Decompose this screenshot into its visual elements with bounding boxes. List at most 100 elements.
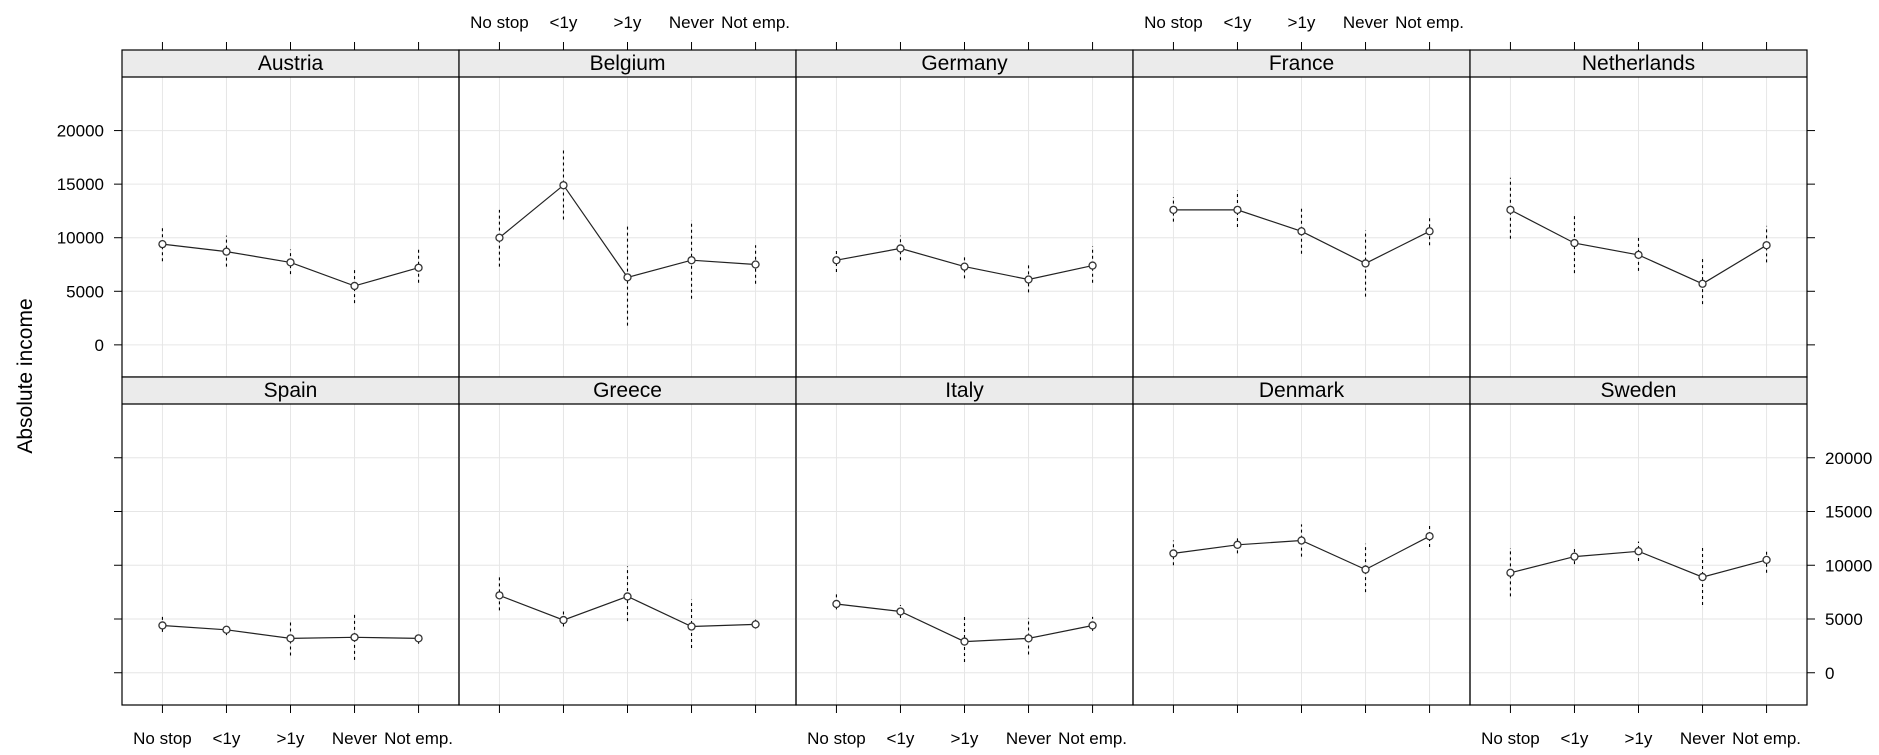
x-axis-top-2 — [835, 42, 1094, 50]
data-point — [751, 260, 760, 269]
data-point — [559, 181, 568, 190]
x-tick-label: Never — [1680, 729, 1726, 748]
panel-denmark: Denmark — [1132, 376, 1471, 706]
data-point — [414, 634, 423, 643]
data-point — [1570, 552, 1579, 561]
y-tick-label: 5000 — [1825, 610, 1863, 629]
data-point — [832, 256, 841, 265]
data-point — [1361, 259, 1370, 268]
x-tick-label: <1y — [887, 729, 915, 748]
data-point — [1297, 227, 1306, 236]
data-point — [896, 607, 905, 616]
data-point — [222, 247, 231, 256]
data-point — [832, 599, 841, 609]
panel-title: Denmark — [1259, 379, 1345, 402]
data-point — [1024, 634, 1033, 643]
x-tick-label: Not emp. — [721, 13, 790, 32]
x-tick-label: <1y — [550, 13, 578, 32]
y-tick-label: 5000 — [66, 282, 104, 301]
y-axis-label: Absolute income — [14, 298, 37, 453]
strip-bg — [1470, 50, 1807, 77]
panel-belgium: Belgium — [458, 49, 797, 378]
panel-netherlands: Netherlands — [1469, 49, 1808, 378]
x-axis-bottom-4: No stop <1y >1y Never Not emp. — [1481, 705, 1801, 748]
data-point — [751, 620, 760, 629]
y-tick-label: 0 — [1825, 664, 1834, 683]
y-axis-right-1: 0 5000 10000 15000 20000 — [1807, 449, 1872, 683]
data-point — [1169, 549, 1178, 558]
strip-bg — [1470, 377, 1807, 404]
panel-title: Sweden — [1601, 379, 1677, 402]
data-point — [1570, 238, 1579, 248]
data-point — [286, 634, 295, 643]
data-point — [1233, 205, 1242, 215]
x-tick-label: No stop — [133, 729, 192, 748]
panel-title: Austria — [258, 52, 324, 75]
y-tick-label: 0 — [95, 336, 104, 355]
data-point — [1361, 565, 1370, 574]
x-tick-label: <1y — [1224, 13, 1252, 32]
x-tick-label: Not emp. — [1395, 13, 1464, 32]
data-point — [1425, 227, 1434, 236]
x-tick-label: No stop — [470, 13, 529, 32]
strip-bg — [1133, 377, 1470, 404]
x-tick-label: >1y — [1625, 729, 1653, 748]
data-point — [623, 592, 632, 601]
data-point — [1233, 540, 1242, 549]
data-point — [896, 244, 905, 253]
panel-italy: Italy — [795, 376, 1134, 706]
data-point — [960, 637, 969, 646]
data-point — [1169, 205, 1178, 215]
x-tick-label: Not emp. — [1058, 729, 1127, 748]
data-point — [1088, 621, 1097, 630]
panel-title: Netherlands — [1582, 52, 1695, 75]
x-axis-top-1: No stop <1y >1y Never Not emp. — [470, 13, 790, 50]
panel-austria: Austria — [121, 49, 460, 378]
panel-title: Germany — [921, 52, 1008, 75]
x-tick-label: Never — [1343, 13, 1389, 32]
data-point — [1297, 536, 1306, 545]
data-point — [687, 256, 696, 265]
data-point — [623, 273, 632, 282]
y-tick-label: 20000 — [1825, 449, 1872, 468]
panel-title: Greece — [593, 379, 662, 402]
data-point — [559, 615, 568, 625]
data-point — [350, 633, 359, 642]
data-point — [1024, 275, 1033, 284]
x-tick-label: Not emp. — [384, 729, 453, 748]
data-point — [1506, 568, 1515, 577]
data-point — [1762, 241, 1771, 250]
data-point — [1698, 572, 1707, 582]
data-point — [495, 233, 504, 242]
panel-spain: Spain — [121, 376, 460, 706]
data-point — [495, 591, 504, 600]
data-point — [687, 622, 696, 631]
data-point — [414, 263, 423, 272]
x-tick-label: Never — [669, 13, 715, 32]
strip-bg — [796, 377, 1133, 404]
y-tick-label: 15000 — [1825, 503, 1872, 522]
y-tick-label: 10000 — [1825, 556, 1872, 575]
strip-bg — [459, 50, 796, 77]
y-tick-label: 20000 — [57, 122, 104, 141]
data-point — [158, 621, 167, 630]
x-axis-bottom-1 — [498, 705, 757, 713]
strip-bg — [459, 377, 796, 404]
data-point — [286, 258, 295, 267]
strip-bg — [122, 50, 459, 77]
data-point — [222, 625, 231, 634]
x-tick-label: >1y — [951, 729, 979, 748]
y-axis-left-0: 0 5000 10000 15000 20000 — [57, 122, 122, 355]
x-tick-label: >1y — [277, 729, 305, 748]
data-point — [1506, 205, 1515, 215]
x-tick-label: No stop — [1144, 13, 1203, 32]
strip-bg — [122, 377, 459, 404]
panel-title: Spain — [264, 379, 318, 402]
data-point — [1425, 532, 1434, 541]
x-tick-label: No stop — [1481, 729, 1540, 748]
y-tick-label: 15000 — [57, 175, 104, 194]
data-point — [158, 239, 167, 249]
panel-germany: Germany — [795, 49, 1134, 378]
